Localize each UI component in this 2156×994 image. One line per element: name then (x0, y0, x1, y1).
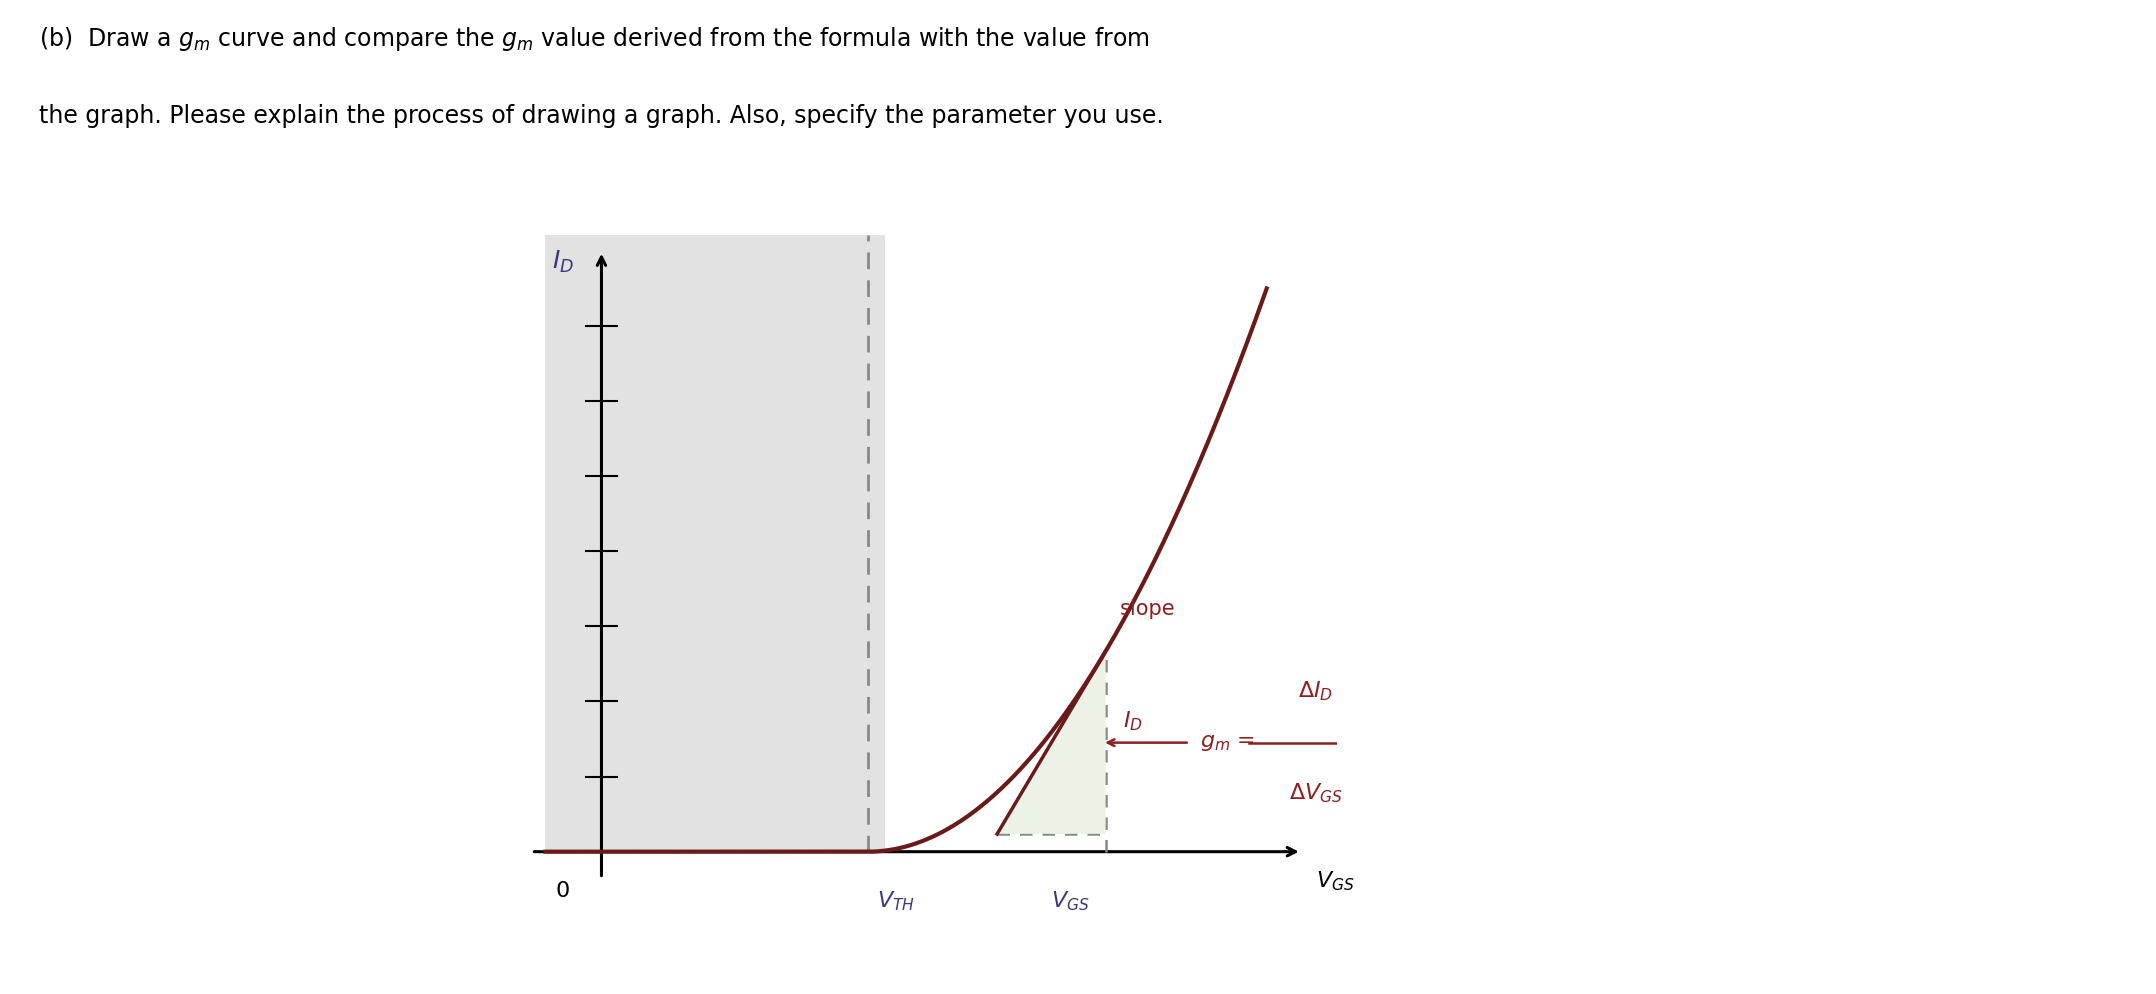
Text: $g_m$ =: $g_m$ = (1201, 733, 1255, 752)
Text: $\Delta I_D$: $\Delta I_D$ (1298, 680, 1332, 704)
Text: $\Delta V_{GS}$: $\Delta V_{GS}$ (1289, 782, 1343, 805)
Text: $V_{GS}$: $V_{GS}$ (1052, 890, 1091, 912)
Polygon shape (545, 235, 886, 852)
Text: 0: 0 (556, 882, 569, 902)
Polygon shape (996, 651, 1106, 834)
Text: $I_D$: $I_D$ (1123, 709, 1143, 733)
Text: $V_{GS}$: $V_{GS}$ (1315, 870, 1354, 893)
Text: $V_{TH}$: $V_{TH}$ (877, 890, 914, 912)
Text: (b)  Draw a $g_m$ curve and compare the $g_m$ value derived from the formula wit: (b) Draw a $g_m$ curve and compare the $… (39, 25, 1149, 53)
Text: $I_D$: $I_D$ (552, 248, 573, 274)
Text: the graph. Please explain the process of drawing a graph. Also, specify the para: the graph. Please explain the process of… (39, 104, 1164, 128)
Text: slope: slope (1119, 599, 1175, 619)
